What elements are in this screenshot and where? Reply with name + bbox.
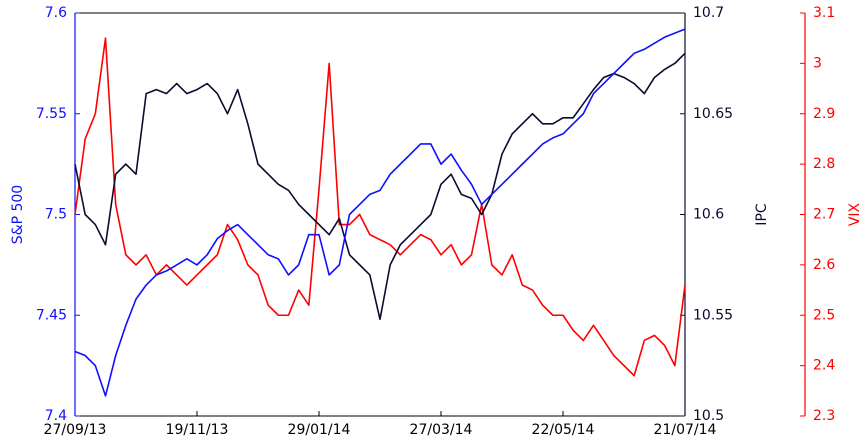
y3-tick-label: 2.4 <box>813 358 835 374</box>
y3-tick-label: 2.9 <box>813 106 835 122</box>
y2-tick-label: 10.5 <box>693 408 724 424</box>
y-tick-label: 7.55 <box>36 106 67 122</box>
series-line <box>74 52 686 321</box>
y3-tick-label: 2.6 <box>813 257 835 273</box>
y2-axis-title: IPC <box>754 203 770 226</box>
x-tick-label: 29/01/14 <box>288 422 351 438</box>
y2-tick-label: 10.55 <box>693 307 733 323</box>
x-tick-label: 22/05/14 <box>532 422 595 438</box>
y2-tick-label: 10.6 <box>693 207 724 223</box>
y3-tick-label: 2.3 <box>813 408 835 424</box>
series-line <box>74 28 686 397</box>
y-axis-title: S&P 500 <box>10 185 26 244</box>
y2-tick-label: 10.7 <box>693 5 724 21</box>
series-line <box>74 37 686 377</box>
y3-tick-label: 3.1 <box>813 5 835 21</box>
y-tick-label: 7.5 <box>45 207 67 223</box>
x-tick-label: 27/03/14 <box>410 422 473 438</box>
y3-tick-label: 2.8 <box>813 156 835 172</box>
x-tick-label: 19/11/13 <box>166 422 229 438</box>
y3-tick-label: 2.7 <box>813 207 835 223</box>
y-tick-label: 7.4 <box>45 408 67 424</box>
y-tick-label: 7.45 <box>36 307 67 323</box>
x-tick-label: 27/09/13 <box>44 422 107 438</box>
y-tick-label: 7.6 <box>45 5 67 21</box>
y3-tick-label: 3 <box>813 55 822 71</box>
y3-tick-label: 2.5 <box>813 307 835 323</box>
y3-axis-title: VIX <box>847 202 863 226</box>
x-tick-label: 21/07/14 <box>654 422 717 438</box>
y2-tick-label: 10.65 <box>693 106 733 122</box>
